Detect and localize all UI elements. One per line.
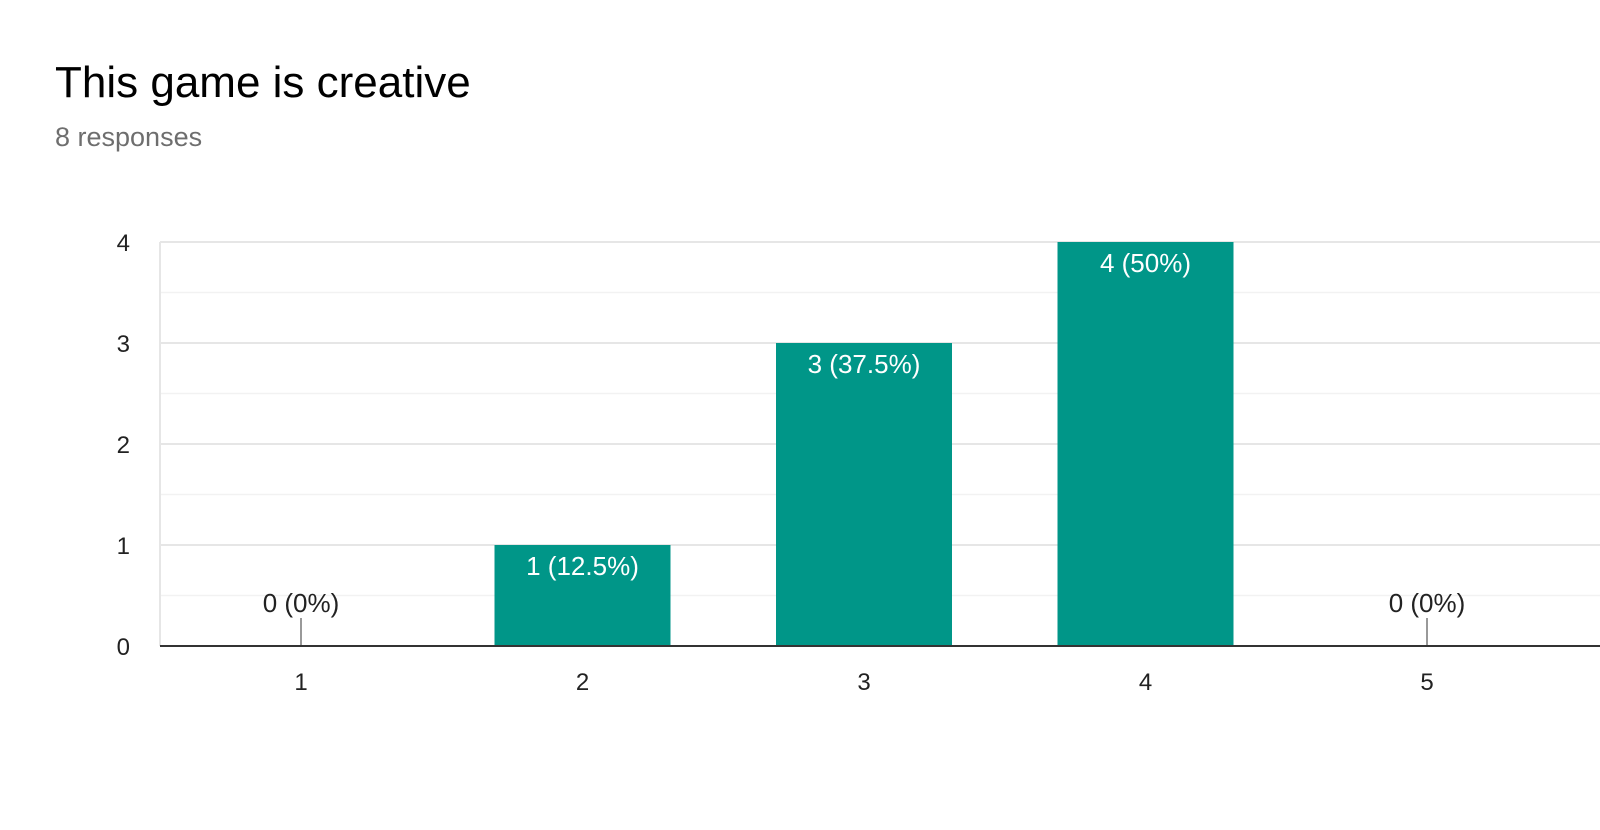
x-tick-label: 3	[857, 669, 870, 696]
y-tick-label: 2	[117, 432, 130, 459]
bar-data-label: 1 (12.5%)	[526, 551, 639, 581]
chart-title: This game is creative	[55, 58, 471, 107]
x-tick-label: 4	[1139, 669, 1152, 696]
bar	[776, 343, 952, 646]
bar-data-label: 0 (0%)	[263, 588, 340, 618]
y-tick-label: 0	[117, 634, 130, 661]
y-tick-label: 1	[117, 533, 130, 560]
y-tick-label: 3	[117, 331, 130, 358]
response-count: 8 responses	[55, 122, 203, 152]
bar-data-label: 0 (0%)	[1389, 588, 1466, 618]
bar	[1057, 242, 1234, 646]
y-tick-label: 4	[117, 230, 130, 257]
bar-data-label: 4 (50%)	[1100, 248, 1191, 278]
bar-data-label: 3 (37.5%)	[808, 349, 921, 379]
x-tick-label: 1	[294, 669, 307, 696]
x-tick-label: 2	[576, 669, 589, 696]
bar	[494, 545, 671, 646]
x-tick-label: 5	[1420, 669, 1433, 696]
